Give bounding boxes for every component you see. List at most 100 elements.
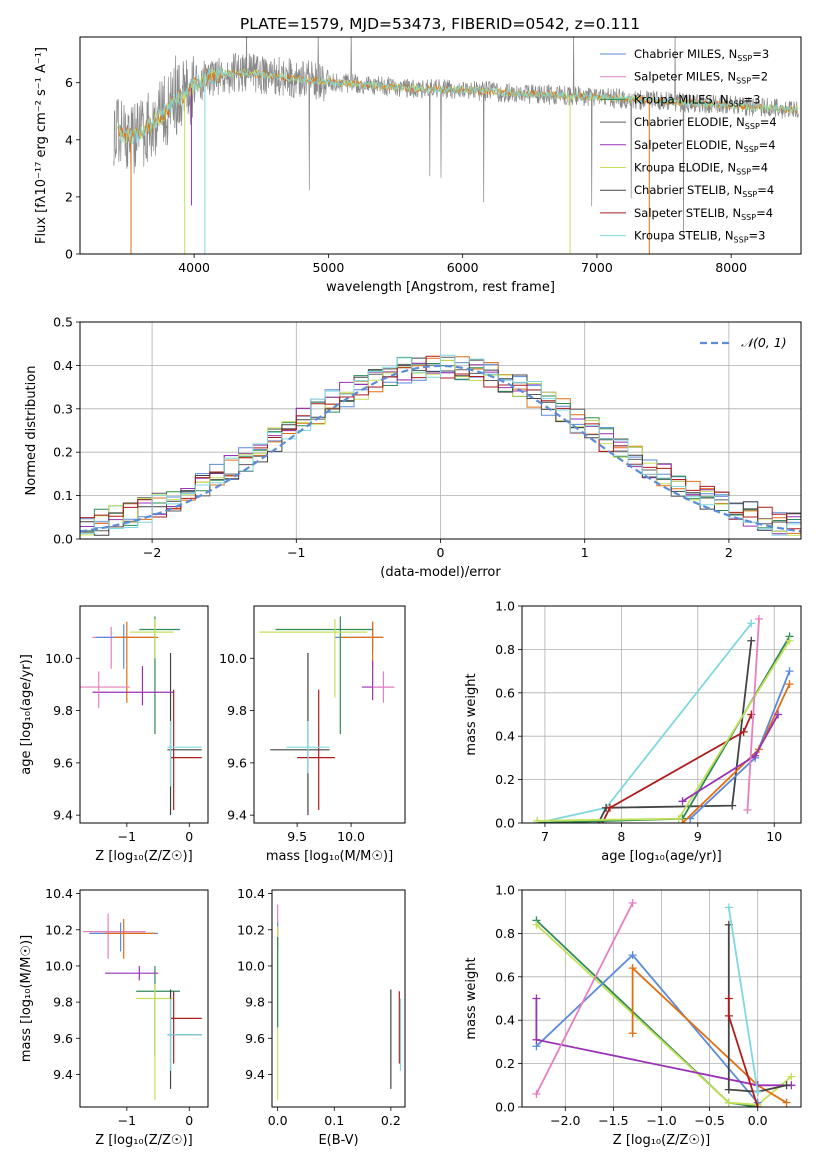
x-axis-label: age [log₁₀(age/yr)] <box>601 849 722 864</box>
y-tick-label: 9.6 <box>53 1031 73 1046</box>
normal-distribution-curve <box>80 364 801 533</box>
x-tick-label: 6000 <box>447 260 479 275</box>
y-tick-label: 2 <box>65 189 73 204</box>
legend-label: Kroupa MILES, NSSP=3 <box>634 92 760 108</box>
legend-label: Kroupa ELODIE, NSSP=4 <box>634 161 768 177</box>
errorbar-point <box>340 621 384 669</box>
y-tick-label: 9.8 <box>53 703 73 718</box>
spectrum-panel: 4000 5000 6000 7000 8000 0 2 4 6 wavelength [Angs… <box>34 36 802 295</box>
errorbar-point <box>167 998 202 1071</box>
mass-weight-line <box>597 640 753 823</box>
legend-label: Salpeter MILES, NSSP=2 <box>634 70 768 86</box>
x-tick-label: 8000 <box>715 260 747 275</box>
legend-label: Chabrier MILES, NSSP=3 <box>634 47 769 63</box>
mass-weight-marker <box>724 1085 733 1094</box>
x-tick-label: 9 <box>694 829 702 844</box>
errorbar-point <box>167 653 202 816</box>
mass-weight-marker <box>774 710 783 719</box>
mass-weight-series <box>532 951 762 1107</box>
x-axis-label: wavelength [Angstrom, rest frame] <box>326 280 555 295</box>
mass-weight-line <box>601 714 753 823</box>
mass-weight-line <box>535 998 792 1087</box>
legend-label: Salpeter ELODIE, NSSP=4 <box>634 138 776 154</box>
errorbar-plot-area <box>259 616 395 816</box>
axes-frame <box>521 889 802 1108</box>
x-tick-label: 7 <box>541 829 549 844</box>
y-tick-label: 10.4 <box>45 886 73 901</box>
axes-frame <box>79 321 802 540</box>
mass-weight-series <box>532 899 637 1098</box>
axes-frame <box>271 889 406 1108</box>
y-tick-label: 0.4 <box>53 358 73 373</box>
mass-weight-line <box>535 902 634 1095</box>
x-tick-label: 0.0 <box>748 1113 768 1128</box>
mass-weight-marker <box>743 805 752 814</box>
mass-weight-line <box>631 966 788 1104</box>
mass-weight-series <box>533 636 794 823</box>
y-axis-label: mass [log₁₀(M/M☉)] <box>19 935 34 1062</box>
y-tick-label: 10.0 <box>219 651 247 666</box>
spectrum-legend: Chabrier MILES, NSSP=3 Salpeter MILES, NS… <box>600 47 777 245</box>
mass-weight-marker <box>724 994 733 1003</box>
axes-frame <box>253 605 406 824</box>
mass-weight-marker <box>747 636 756 645</box>
mass-weight-marker <box>674 814 683 823</box>
y-tick-label: 10.2 <box>237 922 265 937</box>
mass-weight-series <box>743 615 763 814</box>
y-tick-label: 0.5 <box>53 315 73 330</box>
y-tick-label: 9.6 <box>53 755 73 770</box>
mass-weight-marker <box>532 1035 541 1044</box>
x-tick-label: 0 <box>437 545 445 560</box>
errorbar-plot-area <box>83 913 202 1100</box>
errorbar-point <box>372 671 395 703</box>
y-tick-label: 9.4 <box>53 808 73 823</box>
axes-frame <box>79 889 209 1108</box>
mass-weight-series <box>724 994 762 1107</box>
y-tick-label: 10.4 <box>237 886 265 901</box>
age-vs-metallicity-panel: −1 0 9.4 9.6 9.8 10.0 Z [log₁₀(Z/Z☉)] age [log₁… <box>19 605 209 864</box>
mass-weight-marker <box>532 920 541 929</box>
errorbar-point <box>286 721 330 774</box>
mass-weight-marker <box>751 751 760 760</box>
mass-weight-marker <box>678 819 687 823</box>
mass-weight-marker <box>739 727 748 736</box>
errorbar-point <box>129 619 174 659</box>
massweight-vs-age-panel: 7 8 9 10 0.0 0.2 0.4 0.6 0.8 1.0 age [log₁₀(age/yr… <box>464 599 802 864</box>
errorbar-point <box>167 989 202 1089</box>
y-tick-label: 0.2 <box>495 772 515 787</box>
errorbar-point <box>104 918 155 959</box>
y-tick-label: 1.0 <box>495 883 515 898</box>
residuals-panel: −2 −1 0 1 2 0.0 0.1 0.2 0.3 0.4 0.5 (data-model)/er… <box>24 315 802 580</box>
x-axis-label: (data-model)/error <box>380 565 501 580</box>
errorbar-point <box>104 965 159 981</box>
mass-weight-series <box>533 632 794 823</box>
y-tick-label: 0.0 <box>495 1100 515 1115</box>
errorbar-point <box>92 666 174 706</box>
massweight-vs-metallicity-panel: −2.0 −1.5 −1.0 −0.5 0.0 0.0 0.2 0.4 0.6 0.8 1.0 Z [… <box>464 883 802 1148</box>
mass-weight-line <box>746 618 760 811</box>
mass-weight-marker <box>724 1011 733 1020</box>
y-tick-label: 0.2 <box>53 445 73 460</box>
y-tick-label: 0.6 <box>495 685 515 700</box>
mass-vs-metallicity-panel: −1 0 9.4 9.6 9.8 10.0 10.2 10.4 Z [log₁₀(Z/Z☉)] m… <box>19 886 209 1148</box>
y-tick-label: 0.8 <box>495 642 515 657</box>
y-tick-label: 9.8 <box>227 703 247 718</box>
y-tick-label: 0.4 <box>495 1013 515 1028</box>
mass-weight-marker <box>605 803 614 812</box>
x-tick-label: −1.5 <box>598 1113 628 1128</box>
y-tick-label: 0.3 <box>53 401 73 416</box>
mass-weight-marker <box>753 1103 762 1107</box>
mass-weight-marker <box>724 1098 733 1107</box>
x-axis-label: E(B-V) <box>318 1133 358 1148</box>
x-tick-label: 10.0 <box>337 829 365 844</box>
y-tick-label: 1.0 <box>495 599 515 614</box>
histogram-plot-area <box>80 354 801 539</box>
errorbar-plot-area <box>80 616 202 816</box>
legend-label: 𝒩(0, 1) <box>741 335 787 350</box>
y-tick-label: 9.4 <box>245 1067 265 1082</box>
x-tick-label: 9.5 <box>287 829 307 844</box>
mass-weight-marker <box>782 1098 791 1107</box>
line-plot-area <box>532 899 796 1107</box>
axes-frame <box>79 605 209 824</box>
